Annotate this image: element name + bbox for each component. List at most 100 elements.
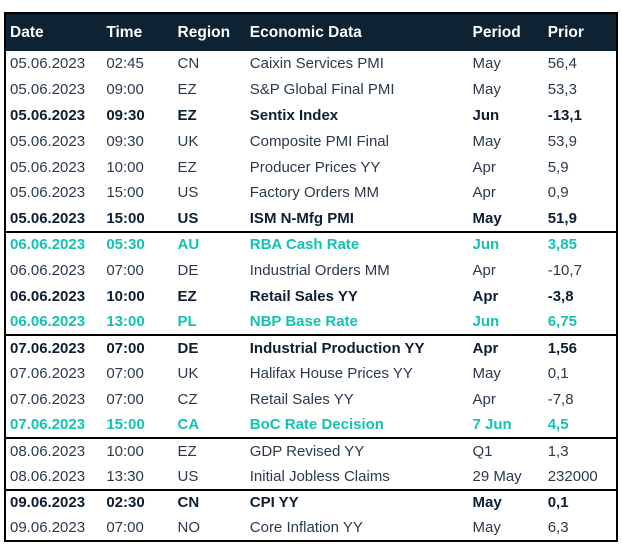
cell-period: Apr	[468, 154, 544, 180]
cell-period: 29 May	[468, 463, 544, 490]
cell-region: EZ	[173, 436, 246, 464]
cell-economic-data: Industrial Orders MM	[245, 257, 469, 284]
cell-date: 06.06.2023	[5, 283, 103, 309]
cell-prior: 53,9	[543, 128, 617, 155]
cell-time: 13:00	[102, 308, 174, 335]
col-header-prior: Prior	[543, 13, 617, 51]
cell-date: 05.06.2023	[5, 51, 103, 77]
cell-region: AU	[173, 230, 246, 258]
cell-economic-data: NBP Base Rate	[245, 308, 469, 335]
table-row: 09.06.2023 07:00 NO Core Inflation YY Ma…	[5, 515, 617, 542]
cell-time: 05:30	[102, 230, 174, 258]
cell-period: Jun	[468, 308, 544, 335]
cell-time: 07:00	[102, 515, 174, 542]
cell-region: EZ	[173, 102, 246, 129]
cell-date: 06.06.2023	[5, 257, 103, 284]
table-row: 06.06.2023 10:00 EZ Retail Sales YY Apr …	[5, 283, 617, 309]
cell-prior: 1,3	[543, 436, 617, 464]
cell-economic-data: Sentix Index	[245, 102, 469, 129]
cell-prior: 5,9	[543, 154, 617, 180]
cell-date: 09.06.2023	[5, 488, 103, 516]
cell-time: 07:00	[102, 360, 174, 387]
cell-period: May	[468, 515, 544, 542]
table-row: 05.06.2023 09:30 EZ Sentix Index Jun -13…	[5, 102, 617, 129]
cell-region: CZ	[173, 386, 246, 413]
cell-date: 05.06.2023	[5, 154, 103, 180]
cell-prior: 1,56	[543, 333, 617, 361]
cell-prior: 0,1	[543, 488, 617, 516]
col-header-period: Period	[468, 13, 544, 51]
cell-time: 10:00	[102, 436, 174, 464]
cell-time: 09:30	[102, 102, 174, 129]
cell-date: 07.06.2023	[5, 386, 103, 413]
cell-prior: -10,7	[543, 257, 617, 284]
cell-time: 15:00	[102, 412, 174, 438]
cell-prior: 4,5	[543, 412, 617, 438]
table-row: 06.06.2023 07:00 DE Industrial Orders MM…	[5, 257, 617, 284]
cell-date: 05.06.2023	[5, 76, 103, 103]
table-row: 08.06.2023 10:00 EZ GDP Revised YY Q1 1,…	[5, 436, 617, 464]
cell-date: 05.06.2023	[5, 205, 103, 232]
cell-economic-data: Halifax House Prices YY	[245, 360, 469, 387]
table-row: 07.06.2023 15:00 CA BoC Rate Decision 7 …	[5, 412, 617, 438]
cell-economic-data: S&P Global Final PMI	[245, 76, 469, 103]
cell-region: CN	[173, 488, 246, 516]
cell-economic-data: Composite PMI Final	[245, 128, 469, 155]
cell-economic-data: Core Inflation YY	[245, 515, 469, 542]
cell-period: Jun	[468, 102, 544, 129]
cell-economic-data: Factory Orders MM	[245, 179, 469, 206]
cell-period: Jun	[468, 230, 544, 258]
cell-region: DE	[173, 333, 246, 361]
cell-date: 07.06.2023	[5, 412, 103, 438]
table-row: 06.06.2023 05:30 AU RBA Cash Rate Jun 3,…	[5, 230, 617, 258]
cell-period: Apr	[468, 283, 544, 309]
table-row: 07.06.2023 07:00 CZ Retail Sales YY Apr …	[5, 386, 617, 413]
cell-date: 08.06.2023	[5, 463, 103, 490]
cell-period: May	[468, 128, 544, 155]
cell-region: CN	[173, 51, 246, 77]
table-row: 09.06.2023 02:30 CN CPI YY May 0,1	[5, 488, 617, 516]
col-header-date: Date	[5, 13, 103, 51]
cell-prior: 232000	[543, 463, 617, 490]
cell-economic-data: Caixin Services PMI	[245, 51, 469, 77]
table-row: 07.06.2023 07:00 DE Industrial Productio…	[5, 333, 617, 361]
cell-time: 13:30	[102, 463, 174, 490]
cell-time: 15:00	[102, 205, 174, 232]
cell-date: 07.06.2023	[5, 333, 103, 361]
cell-time: 07:00	[102, 257, 174, 284]
cell-economic-data: Producer Prices YY	[245, 154, 469, 180]
table-row: 05.06.2023 09:30 UK Composite PMI Final …	[5, 128, 617, 155]
cell-region: US	[173, 205, 246, 232]
cell-date: 05.06.2023	[5, 102, 103, 129]
cell-prior: 53,3	[543, 76, 617, 103]
cell-date: 09.06.2023	[5, 515, 103, 542]
cell-period: Apr	[468, 333, 544, 361]
table-row: 06.06.2023 13:00 PL NBP Base Rate Jun 6,…	[5, 308, 617, 335]
cell-region: PL	[173, 308, 246, 335]
cell-region: US	[173, 463, 246, 490]
cell-time: 10:00	[102, 283, 174, 309]
cell-time: 10:00	[102, 154, 174, 180]
cell-time: 07:00	[102, 386, 174, 413]
cell-prior: -3,8	[543, 283, 617, 309]
cell-prior: -13,1	[543, 102, 617, 129]
cell-prior: 0,1	[543, 360, 617, 387]
table-row: 05.06.2023 09:00 EZ S&P Global Final PMI…	[5, 76, 617, 103]
col-header-time: Time	[102, 13, 174, 51]
cell-time: 02:30	[102, 488, 174, 516]
cell-region: EZ	[173, 76, 246, 103]
cell-period: Apr	[468, 386, 544, 413]
cell-date: 06.06.2023	[5, 308, 103, 335]
cell-date: 06.06.2023	[5, 230, 103, 258]
table-row: 07.06.2023 07:00 UK Halifax House Prices…	[5, 360, 617, 387]
cell-period: 7 Jun	[468, 412, 544, 438]
table-row: 05.06.2023 02:45 CN Caixin Services PMI …	[5, 51, 617, 77]
cell-region: EZ	[173, 154, 246, 180]
cell-region: EZ	[173, 283, 246, 309]
cell-date: 08.06.2023	[5, 436, 103, 464]
cell-period: Apr	[468, 179, 544, 206]
cell-time: 15:00	[102, 179, 174, 206]
cell-date: 07.06.2023	[5, 360, 103, 387]
cell-date: 05.06.2023	[5, 128, 103, 155]
cell-economic-data: Initial Jobless Claims	[245, 463, 469, 490]
